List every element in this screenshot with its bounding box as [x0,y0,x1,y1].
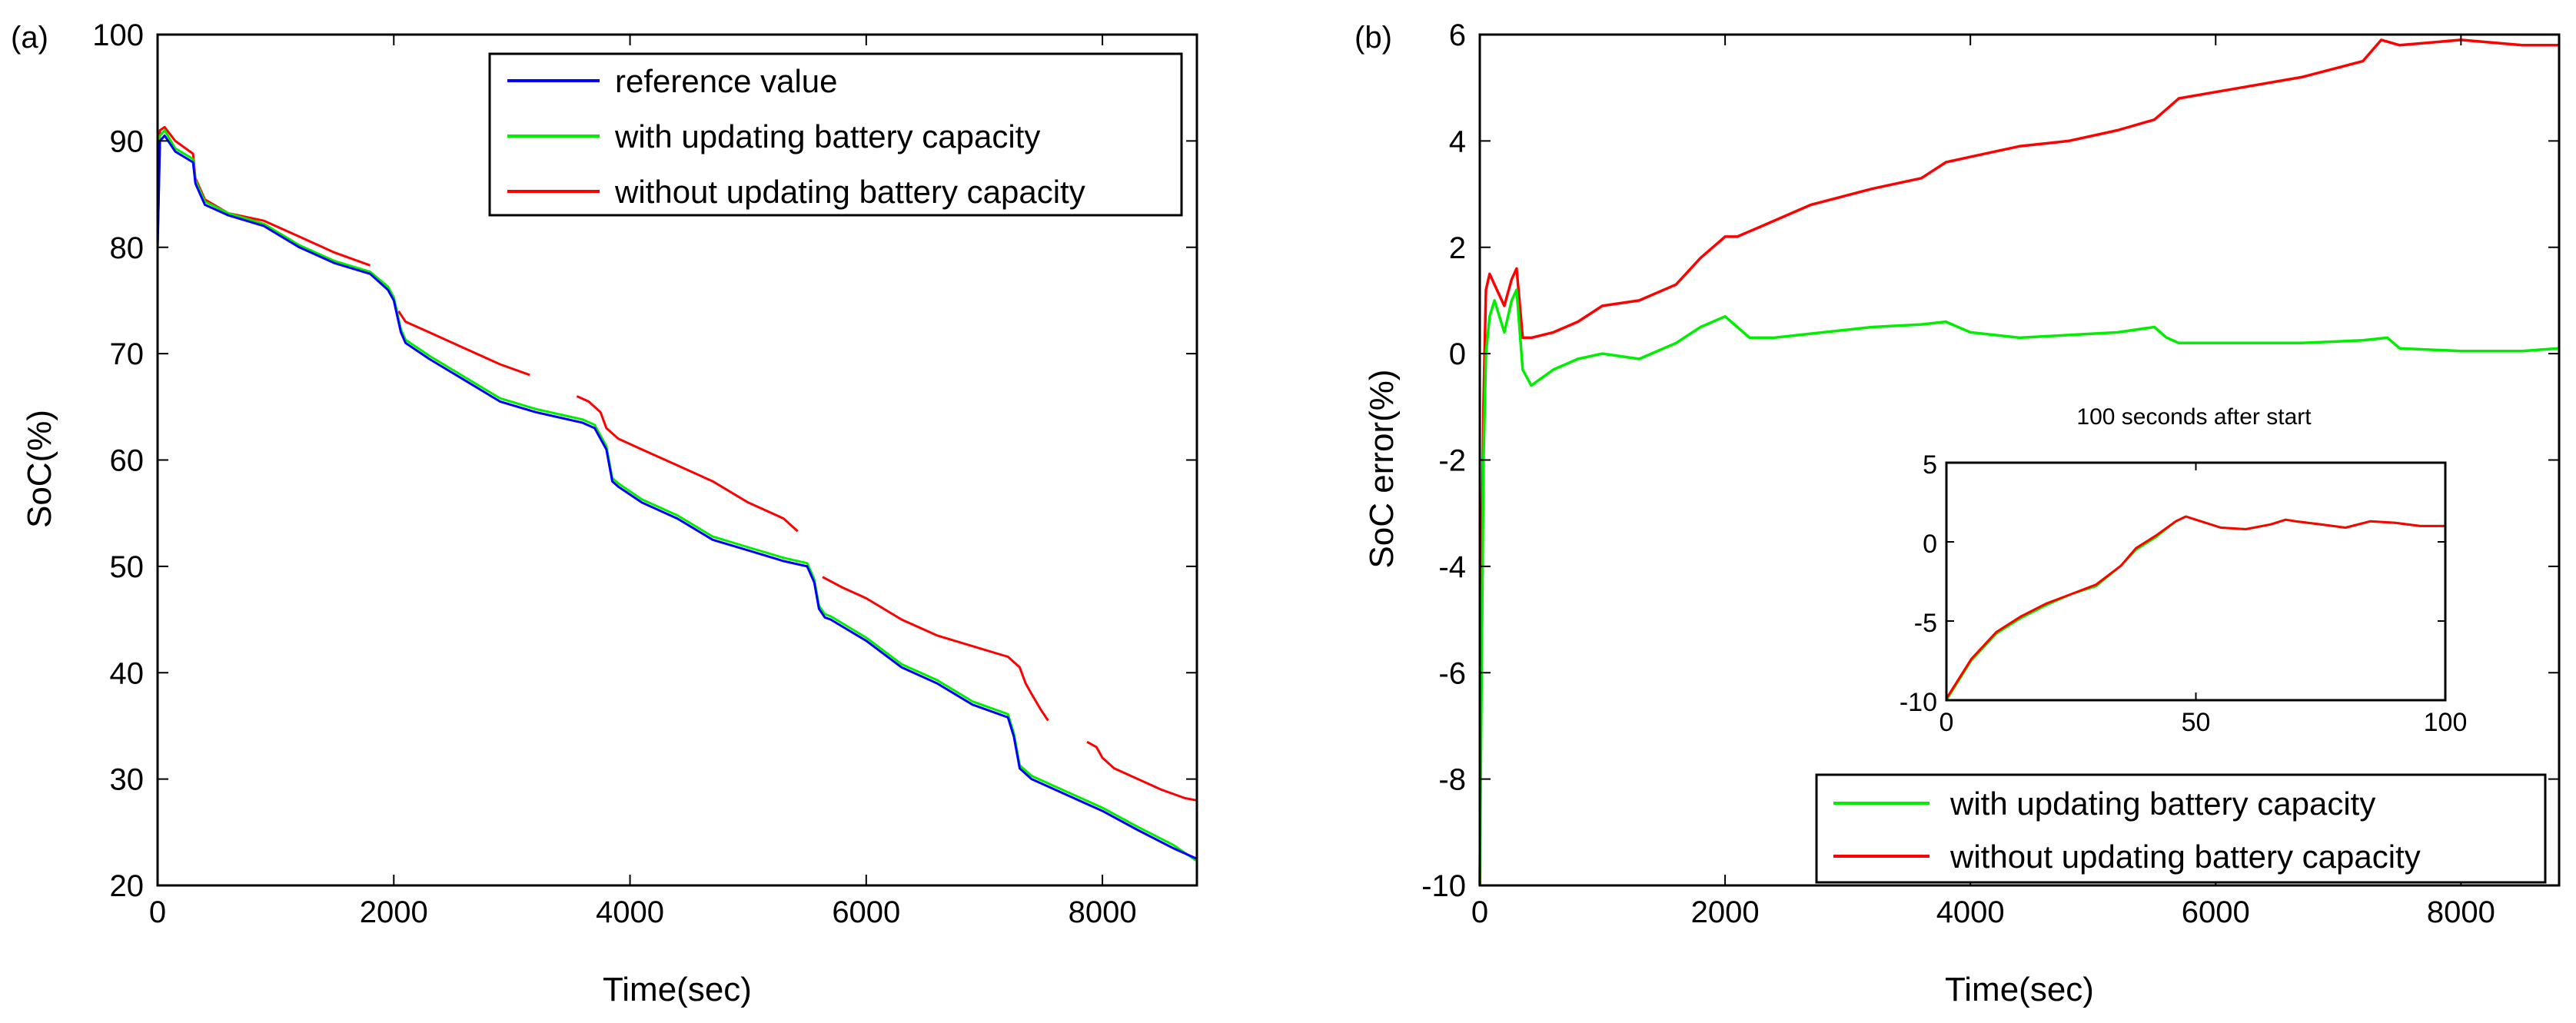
a-y-tick-label: 40 [110,656,145,690]
inset-y-tick-label: -5 [1914,609,1937,638]
chart-panel-a: (a) Time(sec) SoC(%) 0 2000 4000 6000 8000 20… [11,18,1198,1008]
legend-label-with-a: with updating battery capacity [614,118,1040,154]
inset-x-tick-label: 100 [2424,708,2468,737]
b-x-tick-label: 8000 [2427,895,2495,929]
panel-label-a: (a) [11,21,48,55]
legend-box-b [1815,773,2547,884]
a-y-tick-label: 30 [110,763,145,797]
inset-y-tick-label: -10 [1900,688,1937,717]
inset-y-tick-label: 0 [1923,530,1937,559]
a-x-tick-label: 0 [149,895,166,929]
a-y-tick-label: 50 [110,550,145,584]
a-x-tick-label: 8000 [1069,895,1137,929]
legend-label-reference: reference value [615,63,838,99]
x-axis-label-b: Time(sec) [1945,971,2094,1008]
x-axis-label-a: Time(sec) [603,971,752,1008]
legend-a: reference value with updating battery ca… [488,52,1183,217]
inset-x-tick-label: 50 [2182,708,2211,737]
series-line-reference-a [156,135,1198,860]
legend-box-a [488,52,1183,217]
b-y-tick-label: 6 [1449,18,1466,52]
series-line-without-b [1478,38,2559,886]
a-x-tick-label: 4000 [596,895,664,929]
inset-title: 100 seconds after start [2076,404,2312,430]
series-line-without-a [397,310,530,377]
b-y-tick-label: 0 [1449,337,1466,371]
b-y-tick-label: -4 [1438,550,1466,584]
a-y-tick-label: 20 [110,869,145,903]
series-line-without-a [822,576,1049,722]
legend-b: with updating battery capacity without u… [1815,773,2547,884]
a-y-tick-label: 100 [92,18,144,52]
a-x-tick-label: 6000 [832,895,900,929]
inset-y-tick-label: 5 [1923,450,1937,480]
inset-series-line-without [1945,515,2445,699]
inset-x-tick-label: 0 [1939,708,1954,737]
b-y-tick-label: -10 [1421,869,1466,903]
plot-frame-a [156,33,1198,887]
b-x-tick-label: 2000 [1691,895,1760,929]
legend-label-with-b: with updating battery capacity [1949,786,2375,822]
b-y-tick-label: 4 [1449,125,1466,158]
a-x-tick-label: 2000 [360,895,428,929]
series-line-without-a [576,395,799,533]
inset-frame [1945,461,2447,702]
legend-label-without-b: without updating battery capacity [1949,839,2421,875]
plot-frame-b [1478,33,2561,887]
inset-chart: 100 seconds after start 0 50 100 -10 -5 0 5 [1900,404,2468,737]
a-y-tick-label: 60 [110,444,145,478]
y-axis-label-a: SoC(%) [21,410,58,528]
series-line-with-b [1478,288,2560,886]
legend-label-without-a: without updating battery capacity [614,174,1085,210]
y-axis-label-b: SoC error(%) [1363,369,1401,568]
chart-panel-b: (b) Time(sec) SoC error(%) 0 2000 4000 6000… [1354,18,2561,1008]
panel-label-b: (b) [1354,21,1392,55]
b-x-tick-label: 4000 [1936,895,2005,929]
a-y-tick-label: 80 [110,231,145,265]
a-y-tick-label: 90 [110,125,145,158]
b-y-tick-label: -2 [1438,444,1466,478]
b-x-tick-label: 0 [1471,895,1488,929]
series-line-without-a [156,125,371,267]
b-y-tick-label: -6 [1438,656,1466,690]
a-y-tick-label: 70 [110,337,145,371]
series-line-without-a [1086,740,1198,802]
b-x-tick-label: 6000 [2182,895,2250,929]
b-y-tick-label: -8 [1438,763,1466,797]
b-y-tick-label: 2 [1449,231,1466,265]
series-line-with-a [156,129,1198,862]
